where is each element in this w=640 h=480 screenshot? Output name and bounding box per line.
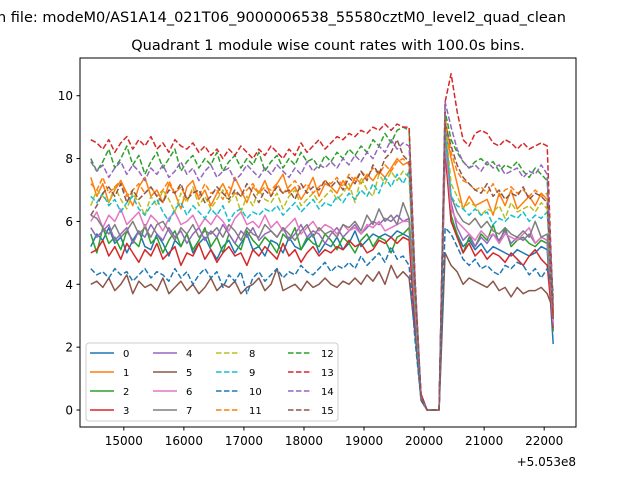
legend-label-15: 15 [321, 406, 334, 417]
x-tick-label: 16000 [165, 434, 203, 448]
series-line-11 [90, 116, 554, 411]
legend-label-10: 10 [249, 387, 262, 398]
series-line-9 [90, 129, 554, 411]
y-axis: 0 2 4 6 8 10 [58, 89, 80, 418]
legend-label-4: 4 [186, 349, 192, 360]
x-tick-label: 15000 [105, 434, 143, 448]
x-tick-label: 19000 [345, 434, 383, 448]
legend-label-2: 2 [123, 387, 129, 398]
chart-title: Quadrant 1 module wise count rates with … [131, 38, 525, 54]
series-line-13 [90, 72, 554, 411]
legend-label-8: 8 [249, 349, 255, 360]
x-tick-label: 21000 [465, 434, 503, 448]
series-line-10 [90, 226, 554, 411]
series-line-14 [90, 101, 554, 411]
y-tick-label: 10 [58, 89, 73, 103]
x-tick-label: 17000 [225, 434, 263, 448]
legend-label-12: 12 [321, 349, 334, 360]
series-line-1 [90, 126, 554, 411]
series-line-8 [90, 120, 554, 411]
series-layer [90, 72, 554, 411]
x-offset-text: +5.053e8 [517, 455, 576, 469]
legend-label-11: 11 [249, 406, 262, 417]
x-axis: 15000 16000 17000 18000 19000 20000 21000 22000 [105, 427, 563, 448]
y-tick-label: 2 [65, 341, 73, 355]
y-tick-label: 6 [65, 215, 73, 229]
series-line-3 [90, 151, 554, 411]
y-tick-label: 8 [65, 152, 73, 166]
legend-label-13: 13 [321, 368, 334, 379]
suptitle: n file: modeM0/AS1A14_021T06_9000006538_… [0, 10, 566, 26]
series-line-6 [90, 138, 554, 411]
x-tick-label: 18000 [285, 434, 323, 448]
legend-label-1: 1 [123, 368, 129, 379]
legend-label-0: 0 [123, 349, 129, 360]
legend-label-9: 9 [249, 368, 255, 379]
x-tick-label: 20000 [405, 434, 443, 448]
series-line-5 [90, 252, 554, 411]
legend-label-6: 6 [186, 387, 192, 398]
series-line-15 [90, 123, 554, 411]
series-line-12 [90, 110, 554, 411]
legend-label-7: 7 [186, 406, 192, 417]
axes-frame [79, 57, 577, 428]
legend-label-5: 5 [186, 368, 192, 379]
legend-label-14: 14 [321, 387, 334, 398]
y-tick-label: 0 [65, 404, 73, 418]
x-tick-label: 22000 [525, 434, 563, 448]
series-line-7 [90, 126, 554, 411]
legend-label-3: 3 [123, 406, 129, 417]
y-tick-label: 4 [65, 278, 73, 292]
